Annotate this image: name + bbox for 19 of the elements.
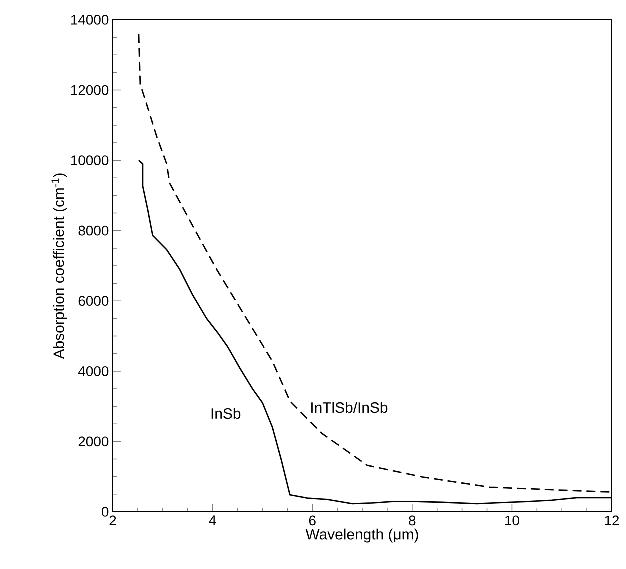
x-tick-label: 6 (309, 516, 316, 526)
x-tick-label: 4 (209, 516, 216, 526)
x-tick-label: 2 (110, 516, 116, 526)
y-tick-label: 2000 (78, 436, 109, 447)
line-series (138, 33, 612, 494)
series-label: InSb (212, 408, 241, 420)
x-tick-label: 10 (506, 516, 520, 526)
x-tick-label: 12 (605, 516, 620, 526)
y-tick-label: 10000 (71, 156, 109, 166)
y-tick-label: 12000 (71, 85, 109, 96)
x-tick-label: 8 (409, 516, 416, 526)
y-tick-label: 6000 (78, 296, 109, 306)
y-tick-label: 8000 (78, 226, 109, 236)
y-axis-title: Absorption coefficient (cm$^{-1}$) (52, 174, 68, 360)
series-label: InTlSb/InSb (312, 402, 388, 414)
y-tick-label: 4000 (78, 366, 109, 376)
x-axis-title: Wavelength (μm) (306, 528, 418, 543)
y-tick-label: 14000 (71, 15, 109, 25)
y-tick-label: 0 (102, 507, 109, 517)
